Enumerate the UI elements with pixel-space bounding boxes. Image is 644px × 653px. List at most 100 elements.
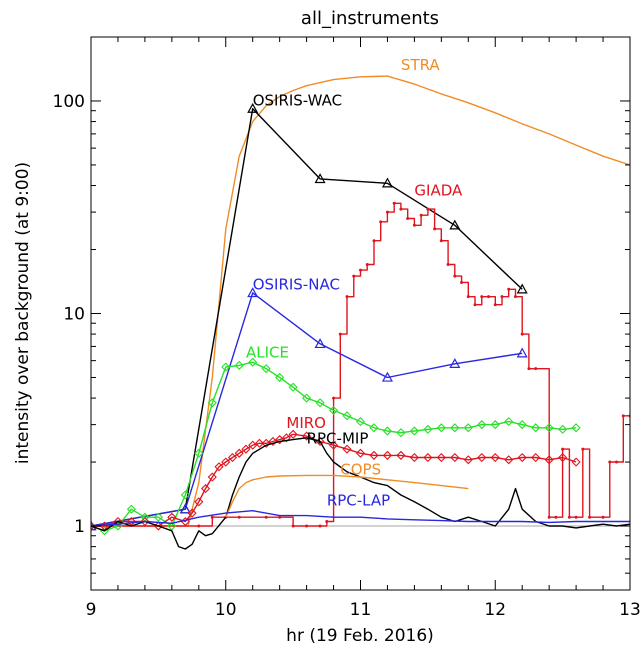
point-osiris-nac <box>247 287 259 298</box>
x-tick-label: 9 <box>86 600 97 620</box>
point-alice <box>369 423 379 433</box>
point-miro <box>261 438 271 448</box>
point-giada <box>527 367 531 371</box>
point-giada <box>291 524 295 528</box>
series-line-miro <box>91 433 577 527</box>
y-axis: 1 10 100 <box>53 36 630 591</box>
point-alice <box>342 411 352 421</box>
point-alice <box>248 357 258 367</box>
x-axis-title: hr (19 Feb. 2016) <box>286 626 434 646</box>
point-giada <box>601 515 605 519</box>
point-giada <box>615 460 619 464</box>
point-giada <box>352 274 356 278</box>
point-miro <box>477 452 487 463</box>
y-tick-label: 100 <box>53 92 85 112</box>
point-giada <box>520 332 524 336</box>
point-miro <box>328 440 339 450</box>
point-miro <box>302 431 312 441</box>
point-osiris-nac <box>381 371 393 382</box>
point-miro <box>254 438 265 448</box>
point-alice <box>558 424 568 434</box>
point-alice <box>328 405 339 415</box>
series-line-rpc-mip <box>91 437 630 550</box>
point-miro <box>248 440 258 450</box>
point-alice <box>261 364 271 374</box>
series-line-rpc-lap <box>91 510 630 527</box>
point-giada <box>406 216 410 220</box>
point-miro <box>436 452 446 463</box>
point-giada <box>338 332 342 336</box>
series-label-rpc-mip: RPC-MIP <box>307 429 369 447</box>
point-giada <box>581 447 585 451</box>
point-miro <box>221 457 231 467</box>
point-giada <box>278 515 282 519</box>
y-tick-label: 10 <box>63 305 85 325</box>
plot-area: STRAOSIRIS-WACGIADAOSIRIS-NACALICEMIRORP… <box>91 56 630 550</box>
point-giada <box>534 367 538 371</box>
point-alice <box>409 426 419 436</box>
point-giada <box>480 295 484 299</box>
series-label-rpc-lap: RPC-LAP <box>327 491 390 509</box>
x-tick-label: 13 <box>619 600 641 620</box>
point-giada <box>493 303 497 307</box>
series-label-osiris-nac: OSIRIS-NAC <box>253 275 340 293</box>
point-giada <box>197 524 201 528</box>
point-alice <box>167 521 177 531</box>
point-miro <box>281 433 291 443</box>
point-osiris-nac <box>314 338 326 349</box>
series-line-giada <box>91 202 630 527</box>
point-giada <box>588 515 592 519</box>
point-giada <box>237 515 241 519</box>
point-miro <box>409 452 419 463</box>
point-giada <box>547 515 551 519</box>
point-alice <box>531 423 541 433</box>
point-giada <box>608 460 612 464</box>
series-label-alice: ALICE <box>246 344 289 362</box>
point-miro <box>140 516 150 527</box>
point-giada <box>419 213 423 217</box>
series-label-stra: STRA <box>401 56 440 74</box>
y-tick-label: 1 <box>74 517 85 537</box>
series-line-stra <box>91 75 630 527</box>
point-miro <box>571 457 581 467</box>
point-alice <box>194 448 204 458</box>
point-giada <box>554 515 558 519</box>
x-tick-label: 11 <box>350 600 372 620</box>
point-alice <box>288 382 298 392</box>
point-miro <box>490 452 500 463</box>
point-miro <box>91 521 96 531</box>
point-alice <box>571 423 581 433</box>
point-giada <box>507 287 511 291</box>
point-giada <box>500 295 504 299</box>
point-alice <box>396 428 406 438</box>
x-axis: 9 10 11 12 13 <box>86 37 641 620</box>
point-alice <box>315 398 325 408</box>
series-label-miro: MIRO <box>286 414 326 432</box>
point-miro <box>558 452 568 463</box>
point-alice <box>153 512 163 522</box>
point-giada <box>264 515 268 519</box>
point-osiris-wac <box>247 102 259 113</box>
x-tick-label: 10 <box>215 600 237 620</box>
point-osiris-wac <box>516 283 528 294</box>
point-giada <box>359 268 362 272</box>
point-alice <box>302 393 312 403</box>
point-giada <box>325 520 329 524</box>
point-alice <box>517 420 527 430</box>
point-giada <box>332 396 336 400</box>
y-axis-title: intensity over background (at 9:00) <box>13 162 33 464</box>
series-group: STRAOSIRIS-WACGIADAOSIRIS-NACALICEMIRORP… <box>91 56 630 550</box>
point-miro <box>504 455 514 465</box>
series-label-giada: GIADA <box>414 181 463 199</box>
point-giada <box>210 515 214 519</box>
point-giada <box>487 295 491 299</box>
point-giada <box>466 295 470 299</box>
point-miro <box>187 508 197 518</box>
point-alice <box>436 423 446 433</box>
point-giada <box>621 414 625 418</box>
point-miro <box>167 512 177 522</box>
point-miro <box>517 452 527 463</box>
point-giada <box>446 263 450 267</box>
point-alice <box>477 420 487 430</box>
